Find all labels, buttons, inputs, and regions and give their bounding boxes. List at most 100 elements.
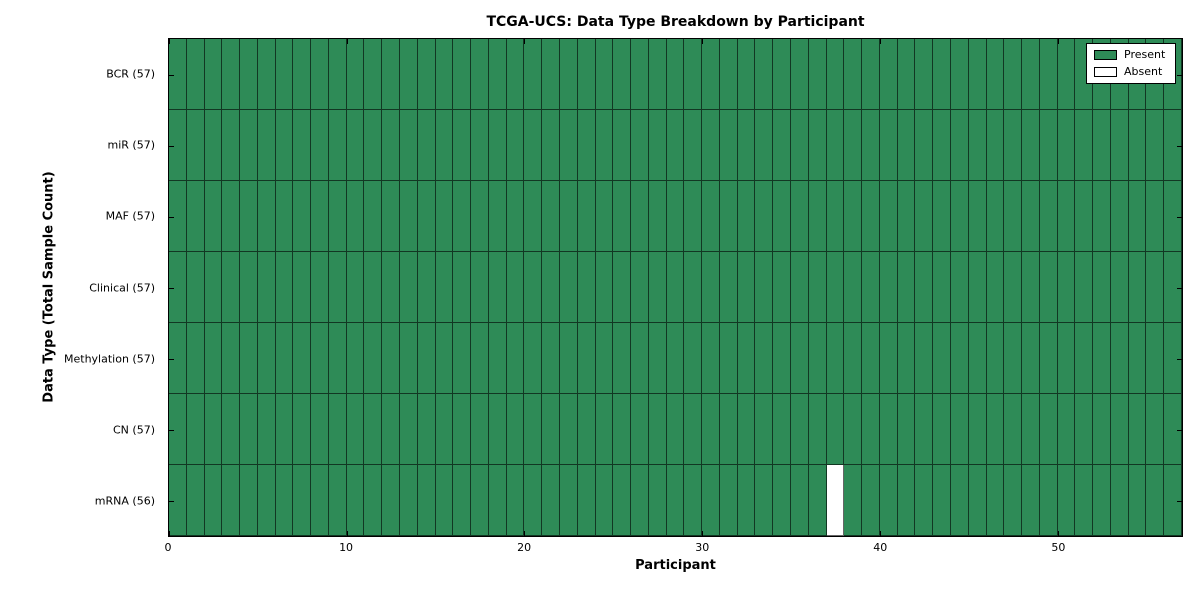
heatmap-cell [826, 39, 845, 110]
heatmap-cell [915, 181, 934, 252]
plot-area [168, 38, 1183, 537]
heatmap-cell [986, 110, 1005, 181]
heatmap-cell [844, 465, 863, 536]
heatmap-cell [613, 394, 632, 465]
heatmap-cell [577, 39, 596, 110]
heatmap-cell [1093, 252, 1111, 323]
heatmap-cell [684, 465, 703, 536]
heatmap-cell [559, 110, 578, 181]
heatmap-cell [346, 394, 365, 465]
heatmap-cell [293, 110, 312, 181]
heatmap-cell [915, 394, 934, 465]
heatmap-cell [293, 323, 312, 394]
heatmap-cell [240, 252, 258, 323]
heatmap-cell [559, 323, 578, 394]
heatmap-cell [453, 110, 472, 181]
heatmap-cell [986, 323, 1005, 394]
heatmap-cell [737, 252, 756, 323]
heatmap-cell [1128, 323, 1147, 394]
heatmap-cell [1128, 394, 1147, 465]
heatmap-cell [435, 39, 454, 110]
heatmap-cell [364, 110, 383, 181]
heatmap-cell [986, 465, 1005, 536]
heatmap-cell [435, 465, 454, 536]
x-tick-label: 10 [339, 541, 354, 554]
heatmap-cell [364, 181, 383, 252]
heatmap-cell [311, 39, 329, 110]
heatmap-cell [1146, 465, 1165, 536]
heatmap-cell [311, 465, 329, 536]
heatmap-cell [1093, 110, 1111, 181]
heatmap-cell [488, 110, 507, 181]
heatmap-cell [950, 110, 969, 181]
heatmap-cell [1093, 323, 1111, 394]
heatmap-cell [542, 39, 560, 110]
heatmap-cell [186, 110, 205, 181]
heatmap-cell [826, 110, 845, 181]
heatmap-cell [186, 465, 205, 536]
heatmap-cell [1039, 394, 1058, 465]
heatmap-cell [1039, 465, 1058, 536]
heatmap-cell [400, 39, 418, 110]
heatmap-cell [595, 394, 614, 465]
heatmap-cell [1075, 465, 1094, 536]
heatmap-cell [631, 110, 649, 181]
heatmap-cell [328, 110, 347, 181]
heatmap-cell [1039, 39, 1058, 110]
heatmap-cell [915, 323, 934, 394]
heatmap-cell [488, 181, 507, 252]
heatmap-cell [240, 110, 258, 181]
heatmap-cell [648, 110, 667, 181]
heatmap-cell [559, 465, 578, 536]
heatmap-cell [862, 252, 880, 323]
tick-mark [524, 531, 526, 536]
heatmap-cell [684, 252, 703, 323]
tick-mark [169, 500, 174, 502]
heatmap-cell [862, 465, 880, 536]
heatmap-cell [346, 252, 365, 323]
heatmap-cell [542, 252, 560, 323]
heatmap-cell [169, 394, 187, 465]
heatmap-cell [755, 394, 774, 465]
tick-mark [879, 39, 881, 44]
heatmap-cell [719, 181, 738, 252]
heatmap-cell [1146, 181, 1165, 252]
heatmap-cell [471, 39, 489, 110]
y-tick-label: BCR (57) [106, 67, 155, 81]
heatmap-cell [648, 39, 667, 110]
heatmap-cell [435, 323, 454, 394]
heatmap-cell [293, 465, 312, 536]
heatmap-cell [382, 465, 401, 536]
tick-mark [702, 531, 704, 536]
heatmap-cell [542, 465, 560, 536]
heatmap-cell [275, 181, 294, 252]
heatmap-cell [1039, 181, 1058, 252]
heatmap-cell [559, 181, 578, 252]
heatmap-cell [1022, 181, 1040, 252]
heatmap-cell [524, 394, 543, 465]
heatmap-cell [293, 394, 312, 465]
heatmap-cell [471, 181, 489, 252]
tick-mark [169, 39, 170, 44]
heatmap-cell [364, 323, 383, 394]
heatmap-cell [702, 465, 720, 536]
heatmap-cell [240, 39, 258, 110]
tick-mark [1177, 500, 1182, 502]
heatmap-cell [382, 323, 401, 394]
heatmap-cell [169, 465, 187, 536]
heatmap-cell [275, 394, 294, 465]
heatmap-cell [400, 252, 418, 323]
heatmap-cell [524, 323, 543, 394]
heatmap-cell [702, 39, 720, 110]
legend: Present Absent [1086, 43, 1176, 84]
heatmap-cell [791, 110, 809, 181]
heatmap-cell [933, 465, 951, 536]
heatmap-cell [222, 39, 241, 110]
heatmap-cell [684, 323, 703, 394]
x-axis-label: Participant [635, 558, 716, 573]
heatmap-cell [719, 110, 738, 181]
heatmap-cell [417, 323, 436, 394]
heatmap-cell [240, 323, 258, 394]
heatmap-cell [169, 181, 187, 252]
y-tick-label: miR (57) [107, 138, 156, 152]
